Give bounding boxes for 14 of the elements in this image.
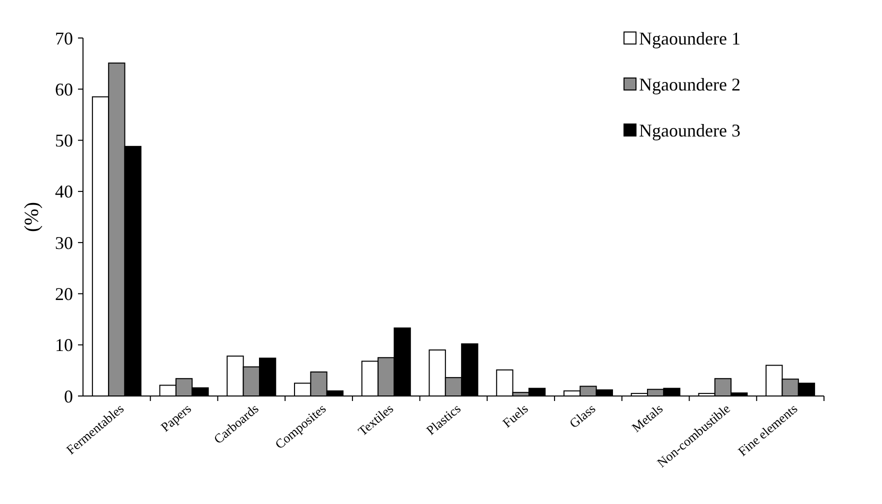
legend-label: Ngaoundere 3 xyxy=(639,120,740,140)
y-tick-label: 70 xyxy=(55,28,73,48)
legend-label: Ngaoundere 2 xyxy=(639,74,740,94)
x-tick-label: Fuels xyxy=(500,400,531,430)
y-tick-label: 20 xyxy=(55,284,73,304)
y-axis-title: (%) xyxy=(21,202,43,232)
y-tick-label: 10 xyxy=(55,335,73,356)
x-tick-label: Glass xyxy=(566,400,598,431)
legend-label: Ngaoundere 1 xyxy=(639,28,740,48)
y-tick-label: 30 xyxy=(55,232,73,253)
y-tick-label: 0 xyxy=(64,386,73,406)
y-tick-label: 60 xyxy=(55,79,73,100)
y-tick-label: 40 xyxy=(55,182,73,202)
y-tick-label: 50 xyxy=(55,130,73,151)
